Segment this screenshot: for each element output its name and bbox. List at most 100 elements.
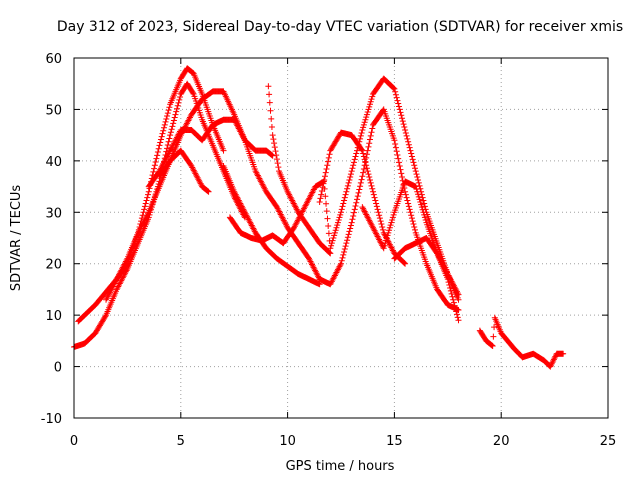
data-point [345, 231, 352, 238]
data-point [447, 287, 454, 294]
data-point [142, 200, 149, 207]
data-point [338, 206, 345, 213]
data-point [368, 182, 375, 189]
data-point [415, 191, 422, 198]
data-point [366, 136, 373, 143]
data-point [164, 142, 171, 149]
data-point [384, 232, 391, 239]
data-point [366, 103, 373, 110]
data-point [406, 206, 413, 213]
data-point [358, 176, 365, 183]
data-point [160, 127, 167, 134]
data-point [382, 240, 389, 247]
data-point [102, 313, 109, 320]
data-point [173, 108, 180, 115]
data-point [338, 260, 344, 267]
data-point [170, 120, 177, 127]
data-point [175, 99, 182, 106]
data-point [350, 209, 357, 216]
data-point [344, 234, 351, 241]
data-point [369, 93, 376, 100]
x-tick-label: 20 [493, 434, 510, 449]
data-point [269, 152, 276, 159]
data-point [413, 171, 420, 178]
data-point [339, 203, 346, 210]
data-point [353, 199, 360, 206]
data-point [362, 159, 369, 166]
data-point [379, 223, 386, 230]
data-point [274, 160, 281, 167]
data-point [371, 194, 378, 201]
data-point [169, 123, 176, 130]
data-point [393, 148, 400, 155]
data-point [391, 85, 398, 92]
series-track-11 [316, 129, 409, 267]
data-point [268, 115, 275, 122]
data-point [377, 218, 384, 225]
data-point [140, 209, 147, 216]
data-point [415, 176, 422, 183]
data-point [386, 224, 393, 231]
data-point [360, 150, 367, 157]
data-point [421, 211, 428, 218]
data-point [158, 133, 165, 140]
data-point [351, 206, 358, 213]
data-point [341, 248, 348, 255]
data-point [396, 106, 403, 113]
data-point [392, 88, 399, 95]
data-point [402, 191, 409, 198]
data-point [328, 242, 335, 249]
data-point [350, 162, 357, 169]
data-point [405, 203, 412, 210]
data-point [266, 91, 273, 98]
data-point [373, 200, 380, 207]
data-point [220, 147, 227, 154]
data-point [205, 188, 212, 195]
data-point [421, 214, 428, 221]
data-point [378, 221, 385, 228]
data-point [381, 242, 388, 249]
data-point [367, 179, 374, 186]
data-point [357, 179, 364, 186]
data-point [166, 135, 173, 142]
data-point [333, 224, 340, 231]
data-point [317, 195, 324, 202]
data-point [448, 290, 455, 297]
data-point [173, 105, 180, 112]
data-point [326, 249, 333, 256]
data-point [266, 99, 273, 106]
data-point [336, 214, 343, 221]
data-point [349, 165, 356, 172]
data-point [341, 246, 348, 253]
data-point [408, 212, 415, 219]
data-point [389, 217, 396, 223]
data-point [405, 138, 412, 145]
data-point [408, 150, 415, 157]
data-point [365, 106, 372, 113]
data-point [383, 235, 390, 241]
data-point [368, 129, 375, 136]
data-point [375, 209, 382, 216]
y-tick-label: -10 [41, 412, 62, 427]
data-point [343, 188, 350, 195]
data-point [204, 187, 211, 194]
data-point [204, 188, 211, 195]
data-point [409, 218, 416, 225]
data-point [273, 156, 280, 163]
data-point [455, 296, 462, 303]
data-point [324, 162, 331, 169]
data-point [399, 174, 406, 181]
data-point [358, 146, 365, 153]
data-point [352, 153, 359, 160]
data-point [402, 260, 409, 267]
data-point [380, 245, 387, 252]
data-point [329, 237, 336, 244]
data-point [316, 281, 323, 288]
data-point [348, 168, 355, 175]
data-point [414, 174, 421, 181]
data-point [340, 251, 347, 258]
data-point [268, 124, 275, 130]
data-point [366, 174, 373, 181]
data-point [379, 226, 386, 233]
data-point [157, 139, 164, 146]
